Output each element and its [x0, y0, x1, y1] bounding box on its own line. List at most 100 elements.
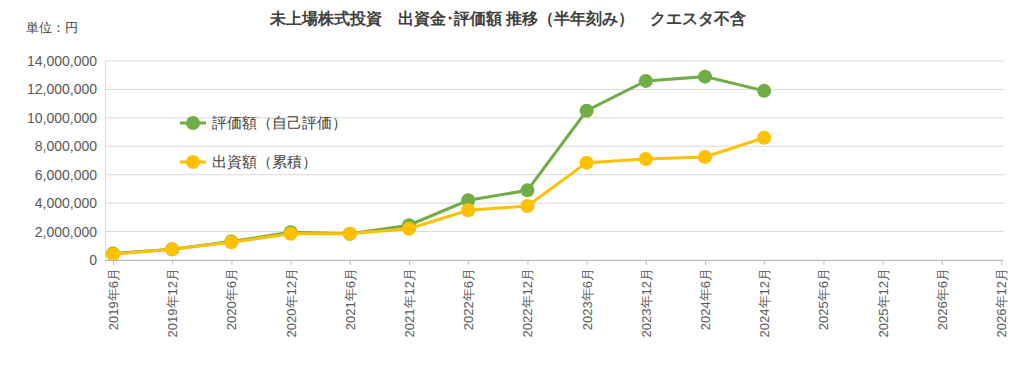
- x-tick: 2024年6月: [698, 260, 713, 330]
- x-tick-label: 2022年12月: [520, 268, 535, 337]
- series-marker: [698, 70, 712, 84]
- x-tick: 2024年12月: [757, 260, 772, 337]
- x-tick: 2020年6月: [224, 260, 239, 330]
- series: [106, 70, 771, 260]
- x-axis: 2019年6月 2019年12月 2020年6月 2020年12月 2021年6月 202…: [105, 260, 1009, 337]
- y-tick-label: 6,000,000: [35, 167, 97, 183]
- x-tick-mark: [823, 260, 824, 265]
- x-tick: 2019年12月: [165, 260, 180, 337]
- x-tick-mark: [942, 260, 943, 265]
- x-tick: 2025年6月: [816, 260, 831, 330]
- series-marker: [284, 227, 298, 241]
- y-tick: 10,000,000: [27, 110, 105, 126]
- series-marker: [402, 222, 416, 236]
- series-marker: [520, 183, 534, 197]
- x-tick: 2020年12月: [284, 260, 299, 337]
- legend-item: 評価額（自己評価）: [180, 114, 347, 131]
- series-line: [113, 77, 764, 254]
- x-tick-mark: [291, 260, 292, 265]
- y-tick-label: 0: [89, 252, 97, 268]
- series-marker: [165, 242, 179, 256]
- grid-line: [105, 146, 1004, 147]
- x-tick: 2019年6月: [106, 260, 121, 330]
- legend: 評価額（自己評価） 出資額（累積）: [180, 114, 347, 170]
- grid-line: [105, 260, 1004, 261]
- series-marker: [757, 131, 771, 145]
- chart: 未上場株式投資 出資金･評価額 推移（半年刻み） クエスタ不含単位：円02,00…: [0, 0, 1016, 373]
- x-tick-mark: [527, 260, 528, 265]
- plot: 0 2,000,000 4,000,000 6,000,000 8,000,000 10,…: [27, 53, 1009, 337]
- legend-marker: [186, 155, 200, 169]
- series-marker: [698, 150, 712, 164]
- x-tick-mark: [705, 260, 706, 265]
- series-marker: [580, 104, 594, 118]
- x-tick-mark: [468, 260, 469, 265]
- y-tick-label: 8,000,000: [35, 138, 97, 154]
- x-tick-mark: [1001, 260, 1002, 265]
- series-marker: [343, 227, 357, 241]
- x-tick-label: 2024年6月: [698, 268, 713, 330]
- x-tick-label: 2026年12月: [994, 268, 1009, 337]
- y-tick: 6,000,000: [35, 167, 105, 183]
- x-tick-mark: [350, 260, 351, 265]
- series-line: [113, 138, 764, 255]
- grid: [105, 61, 1004, 260]
- grid-line: [105, 61, 1004, 62]
- x-tick-label: 2019年6月: [106, 268, 121, 330]
- legend-label: 出資額（累積）: [212, 153, 317, 170]
- y-axis-line: [105, 62, 106, 261]
- x-tick: 2026年6月: [935, 260, 950, 330]
- x-tick-label: 2024年12月: [757, 268, 772, 337]
- series-marker: [343, 227, 357, 241]
- x-tick-mark: [764, 260, 765, 265]
- series-marker: [106, 247, 120, 260]
- series: [106, 131, 771, 260]
- y-tick: 2,000,000: [35, 224, 105, 240]
- x-tick-mark: [883, 260, 884, 265]
- y-tick: 4,000,000: [35, 195, 105, 211]
- grid-line: [105, 203, 1004, 204]
- y-tick-label: 2,000,000: [35, 224, 97, 240]
- y-tick: 14,000,000: [27, 53, 105, 69]
- x-tick-label: 2023年6月: [580, 268, 595, 330]
- x-tick-label: 2021年6月: [343, 268, 358, 330]
- y-tick: 12,000,000: [27, 81, 105, 97]
- series-marker: [165, 242, 179, 256]
- x-tick-mark: [172, 260, 173, 265]
- x-tick-label: 2026年6月: [935, 268, 950, 330]
- x-tick: 2021年6月: [343, 260, 358, 330]
- x-tick-mark: [409, 260, 410, 265]
- x-tick: 2022年6月: [461, 260, 476, 330]
- series-marker: [639, 74, 653, 88]
- grid-line: [105, 174, 1004, 175]
- x-tick-label: 2025年12月: [876, 268, 891, 337]
- legend-item: 出資額（累積）: [180, 153, 317, 170]
- series-marker: [639, 152, 653, 166]
- x-tick-label: 2019年12月: [165, 268, 180, 337]
- y-tick: 8,000,000: [35, 138, 105, 154]
- x-tick-mark: [231, 260, 232, 265]
- x-tick-label: 2025年6月: [816, 268, 831, 330]
- x-tick: 2021年12月: [402, 260, 417, 337]
- y-tick: 0: [89, 252, 105, 268]
- unit-label: 単位：円: [26, 20, 78, 35]
- y-tick-label: 12,000,000: [27, 81, 97, 97]
- x-tick-mark: [113, 260, 114, 265]
- series-marker: [757, 84, 771, 98]
- series-marker: [520, 199, 534, 213]
- y-tick-label: 10,000,000: [27, 110, 97, 126]
- x-tick-label: 2022年6月: [461, 268, 476, 330]
- y-tick-label: 4,000,000: [35, 195, 97, 211]
- x-tick-mark: [646, 260, 647, 265]
- x-tick-label: 2023年12月: [639, 268, 654, 337]
- x-tick-label: 2021年12月: [402, 268, 417, 337]
- x-tick: 2022年12月: [520, 260, 535, 337]
- x-tick: 2026年12月: [994, 260, 1009, 337]
- x-tick-mark: [587, 260, 588, 265]
- series-group: [106, 70, 771, 260]
- series-marker: [461, 203, 475, 217]
- x-tick-label: 2020年12月: [284, 268, 299, 337]
- legend-marker: [186, 116, 200, 130]
- series-marker: [106, 247, 120, 260]
- x-tick: 2023年12月: [639, 260, 654, 337]
